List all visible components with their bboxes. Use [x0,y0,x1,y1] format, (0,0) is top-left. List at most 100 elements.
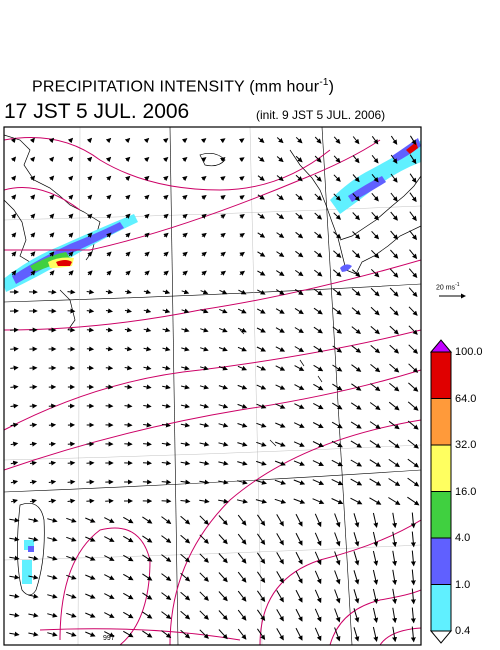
wind-vector [143,137,150,144]
wind-vector [332,364,343,372]
wind-vector [370,287,380,297]
wind-vector [49,213,55,219]
wind-vector [255,479,267,485]
wind-vector [256,609,266,622]
wind-vector [10,422,19,428]
wind-vector [407,496,420,506]
wind-vector [125,251,131,257]
wind-vector [124,384,133,390]
wind-vector [350,402,362,410]
wind-vector [220,270,227,276]
wind-vector [85,517,96,523]
wind-vector [239,251,245,257]
wind-vector [370,268,380,278]
wind-vector [256,590,266,603]
wind-vector [142,630,153,638]
wind-vector [104,593,115,599]
wind-vector [86,327,95,333]
colorbar-level-label: 0.4 [455,625,471,637]
wind-vector [276,628,284,641]
wind-vector [255,498,268,504]
wind-vector [10,441,19,447]
wind-vector [142,573,153,581]
wind-vector [218,403,229,409]
wind-vector [144,213,150,219]
wind-vector [124,156,131,163]
wind-vector [105,156,112,163]
wind-vector [389,268,399,278]
wind-vector [409,249,418,260]
wind-vector [371,136,379,145]
wind-vector [85,555,96,561]
wind-vector [9,517,20,523]
wind-vector [410,512,416,529]
wind-vector [314,532,322,547]
wind-vector [87,175,93,181]
wind-vector [295,513,303,527]
wind-vector [237,441,248,447]
wind-vector [161,441,172,447]
wind-vector [369,459,382,467]
wind-vector [408,344,419,354]
wind-vector [87,270,93,276]
wind-vector [163,194,169,200]
wind-vector [125,270,131,276]
wind-vector [162,365,171,371]
wind-vector [313,383,324,391]
wind-vector [332,345,343,353]
wind-vector [409,230,418,241]
wind-vector [370,326,380,335]
wind-vector [392,512,398,529]
wind-vector [199,498,210,504]
wind-vector [220,157,226,163]
wind-vector [314,174,322,182]
wind-vector [237,422,248,428]
wind-vector [144,175,150,182]
wind-vector [314,136,322,144]
wind-vector [313,364,324,372]
wind-vector [200,308,209,314]
wind-vector [125,232,131,238]
wind-vector [312,460,325,466]
wind-vector [276,514,284,527]
wind-vector [199,515,209,525]
wind-vector [200,289,209,295]
wind-vector [257,156,265,162]
wind-vector [218,384,229,390]
wind-vector [390,173,398,183]
wind-vector [67,460,76,466]
wind-vector [219,138,226,144]
wind-vector [9,612,20,618]
wind-vector [372,512,379,528]
wind-vector [29,175,36,181]
wind-vector [237,628,247,640]
wind-vector [142,554,153,562]
wind-vector [256,571,266,584]
wind-vector [314,155,322,163]
wind-vector [10,175,17,181]
wind-vector [180,515,191,525]
wind-vector [238,289,247,295]
wind-vector [199,534,209,544]
wind-vector [104,612,115,618]
wind-vector [66,517,77,523]
wind-vector [219,327,228,333]
wind-vector [276,194,284,201]
wind-vector [218,534,228,545]
wind-vector [218,422,229,428]
wind-vector [333,212,342,220]
wind-vector [143,365,152,371]
wind-vector [85,631,96,637]
wind-vector [314,212,323,220]
wind-vector [294,288,304,296]
wind-vector [372,531,379,547]
colorbar-level-label: 100.0 [455,346,483,358]
wind-vector [200,327,209,333]
wind-vector [352,155,360,164]
wind-vector [87,194,93,200]
wind-vector [353,627,360,642]
wind-vector [389,382,400,392]
wind-vector [369,478,382,486]
wind-vector [29,498,37,504]
wind-vector [180,553,191,563]
